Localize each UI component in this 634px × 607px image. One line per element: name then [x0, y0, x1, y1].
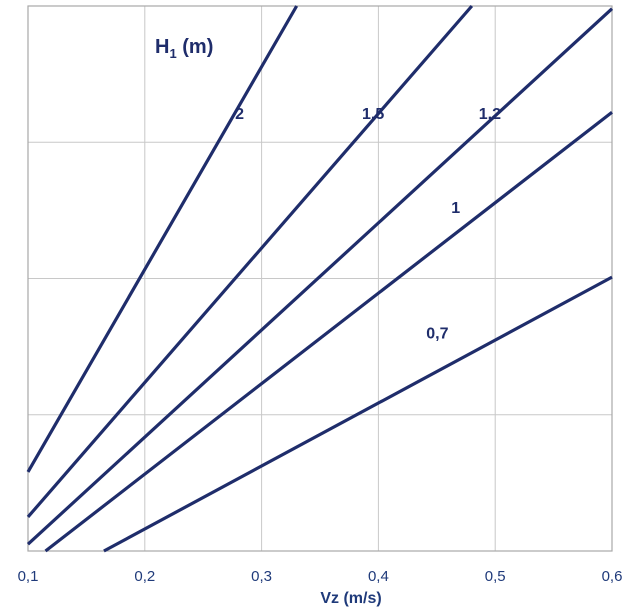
series-line-0 [26, 5, 299, 473]
series-label-2: 1,2 [479, 106, 501, 123]
series-label-4: 0,7 [426, 325, 448, 342]
x-tick-label-0: 0,1 [18, 568, 39, 585]
x-axis-title: Vz (m/s) [320, 590, 381, 607]
series-line-1 [26, 4, 474, 518]
x-tick-label-2: 0,3 [251, 568, 272, 585]
legend-title: H1 (m) [155, 36, 213, 61]
series-line-2 [26, 7, 614, 546]
series-label-3: 1 [451, 200, 460, 217]
x-tick-labels: 0,1 0,2 0,3 0,4 0,5 0,6 [18, 568, 623, 585]
x-tick-label-5: 0,6 [602, 568, 623, 585]
x-tick-label-1: 0,2 [134, 568, 155, 585]
series-label-0: 2 [235, 106, 244, 123]
series-line-4 [103, 275, 613, 553]
series-lines [26, 4, 614, 553]
x-tick-label-3: 0,4 [368, 568, 389, 585]
x-tick-label-4: 0,5 [485, 568, 506, 585]
series-labels: 2 1,5 1,2 1 0,7 [235, 106, 501, 342]
series-line-3 [44, 111, 613, 553]
series-label-1: 1,5 [362, 106, 384, 123]
